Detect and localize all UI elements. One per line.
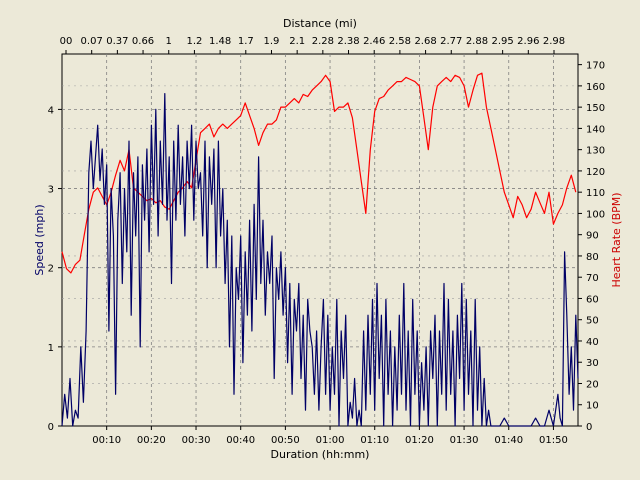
grid bbox=[62, 54, 578, 426]
y-right-tick-label: 50 bbox=[586, 316, 599, 327]
top-tick-label: 2.68 bbox=[414, 36, 436, 47]
y-right-tick-label: 80 bbox=[586, 252, 599, 263]
y-left-tick-label: 2 bbox=[48, 264, 54, 275]
top-tick-label: 0.66 bbox=[132, 36, 154, 47]
y-right-tick-label: 160 bbox=[586, 82, 605, 93]
x-tick-label: 00:50 bbox=[271, 435, 300, 446]
top-tick-label: 1.2 bbox=[186, 36, 202, 47]
y-left-tick-label: 0 bbox=[48, 422, 54, 433]
top-tick-label: 0.07 bbox=[81, 36, 103, 47]
y-right-axis-label: Heart Rate (BPM) bbox=[610, 192, 623, 287]
top-tick-label: 2.46 bbox=[363, 36, 385, 47]
y-right-tick-label: 110 bbox=[586, 188, 605, 199]
x-axis-label: Duration (hh:mm) bbox=[271, 448, 370, 461]
top-tick-label: 2.95 bbox=[491, 36, 513, 47]
axes-layer: 00:10 00:20 00:30 00:40 00:50 01:00 01:10 01:20… bbox=[48, 36, 605, 446]
top-tick-label: 1.7 bbox=[238, 36, 254, 47]
y-left-axis-label: Speed (mph) bbox=[33, 204, 46, 275]
x-tick-label: 01:50 bbox=[539, 435, 568, 446]
top-tick-label: 0.37 bbox=[106, 36, 128, 47]
x-tick-label: 01:10 bbox=[360, 435, 389, 446]
y-right-tick-label: 20 bbox=[586, 379, 599, 390]
top-tick-label: 2.96 bbox=[517, 36, 539, 47]
top-tick-label: 2.1 bbox=[289, 36, 305, 47]
x-tick-label: 00:10 bbox=[92, 435, 121, 446]
top-tick-label: 2.88 bbox=[466, 36, 488, 47]
y-right-tick-label: 140 bbox=[586, 124, 605, 135]
x-tick-label: 01:40 bbox=[494, 435, 523, 446]
x-tick-label: 01:30 bbox=[450, 435, 479, 446]
y-right-tick-label: 40 bbox=[586, 337, 599, 348]
speed-series-line bbox=[61, 93, 579, 427]
top-tick-label: 2.77 bbox=[440, 36, 462, 47]
y-right-tick-label: 150 bbox=[586, 103, 605, 114]
top-tick-label: 1.48 bbox=[209, 36, 231, 47]
y-right-tick-label: 120 bbox=[586, 167, 605, 178]
top-tick-label: 00 bbox=[60, 36, 73, 47]
y-right-tick-label: 170 bbox=[586, 61, 605, 72]
y-right-tick-label: 130 bbox=[586, 146, 605, 157]
top-tick-label: 1 bbox=[166, 36, 172, 47]
x-tick-label: 00:20 bbox=[137, 435, 166, 446]
series-layer bbox=[61, 72, 579, 427]
top-axis-label: Distance (mi) bbox=[283, 17, 357, 30]
top-tick-label: 1.9 bbox=[264, 36, 280, 47]
y-right-tick-label: 10 bbox=[586, 401, 599, 412]
y-right-tick-label: 70 bbox=[586, 273, 599, 284]
y-left-tick-label: 3 bbox=[48, 185, 54, 196]
x-tick-label: 01:00 bbox=[316, 435, 345, 446]
top-tick-label: 2.38 bbox=[337, 36, 359, 47]
top-tick-label: 2.98 bbox=[543, 36, 565, 47]
top-tick-label: 2.28 bbox=[312, 36, 334, 47]
y-left-tick-label: 1 bbox=[48, 343, 54, 354]
y-right-tick-label: 30 bbox=[586, 358, 599, 369]
top-tick-label: 2.58 bbox=[389, 36, 411, 47]
y-right-tick-label: 60 bbox=[586, 294, 599, 305]
x-tick-label: 00:30 bbox=[182, 435, 211, 446]
y-right-tick-label: 100 bbox=[586, 209, 605, 220]
x-tick-label: 00:40 bbox=[226, 435, 255, 446]
x-tick-label: 01:20 bbox=[405, 435, 434, 446]
y-right-tick-label: 90 bbox=[586, 231, 599, 242]
y-right-tick-label: 0 bbox=[586, 422, 592, 433]
y-left-tick-label: 4 bbox=[48, 105, 54, 116]
